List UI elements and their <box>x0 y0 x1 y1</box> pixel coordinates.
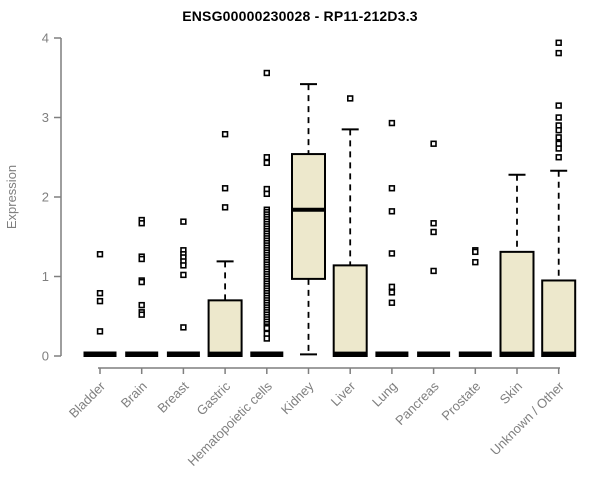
outlier-point <box>138 301 145 309</box>
outlier-point <box>555 49 562 57</box>
outlier-point <box>388 208 396 215</box>
collapsed-box <box>83 351 117 357</box>
outlier-point <box>263 154 270 161</box>
outlier-point <box>263 190 270 198</box>
outlier-point <box>221 185 229 192</box>
collapsed-box <box>375 351 409 357</box>
outlier-point <box>555 39 562 46</box>
y-tick-label-3: 3 <box>42 110 49 125</box>
y-tick-label-1: 1 <box>42 269 49 284</box>
outlier-point <box>555 102 562 109</box>
y-tick-label-2: 2 <box>42 190 49 205</box>
outlier-point <box>138 220 145 227</box>
outliers-layer <box>96 39 562 342</box>
outlier-point <box>388 283 396 291</box>
x-tick-label-liver: Liver <box>328 378 359 409</box>
boxes-layer <box>83 83 577 358</box>
outlier-point <box>555 154 562 161</box>
boxplot-lung <box>375 351 409 357</box>
chart-title: ENSG00000230028 - RP11-212D3.3 <box>182 8 418 24</box>
collapsed-box <box>250 351 284 357</box>
boxplot-hematopoietic-cells <box>250 351 284 357</box>
boxplot-skin <box>499 173 535 357</box>
collapsed-box <box>458 351 492 357</box>
collapsed-box <box>166 351 200 357</box>
boxplot-unknown-other <box>541 169 577 358</box>
x-tick-label-lung: Lung <box>369 379 400 410</box>
box <box>332 264 368 357</box>
outlier-point <box>388 119 396 127</box>
outlier-point <box>138 311 145 318</box>
outlier-point <box>555 134 562 141</box>
outlier-point <box>263 69 270 77</box>
x-tick-label-pancreas: Pancreas <box>392 378 442 428</box>
outlier-point <box>180 271 187 279</box>
x-tick-label-kidney: Kidney <box>278 378 317 417</box>
outlier-point <box>346 95 354 102</box>
outlier-point <box>388 185 396 192</box>
boxplot-breast <box>166 351 200 357</box>
outlier-point <box>388 289 396 296</box>
outlier-point <box>221 130 229 138</box>
y-axis-title: Expression <box>4 165 19 229</box>
outlier-point <box>180 262 187 269</box>
outlier-point <box>263 324 270 332</box>
outlier-point <box>263 159 270 167</box>
collapsed-box <box>417 351 451 357</box>
y-tick-label-4: 4 <box>42 31 49 46</box>
boxplot-brain <box>125 351 159 357</box>
box <box>541 279 577 358</box>
outlier-point <box>430 267 437 275</box>
x-tick-label-breast: Breast <box>154 378 191 415</box>
x-tick-label-brain: Brain <box>118 379 150 411</box>
outlier-point <box>430 220 437 227</box>
x-tick-label-skin: Skin <box>497 379 525 407</box>
x-tick-label-bladder: Bladder <box>66 378 109 421</box>
x-tick-label-unknown-other: Unknown / Other <box>487 378 567 458</box>
box <box>207 299 243 358</box>
boxplot-gastric <box>207 260 243 358</box>
outlier-point <box>472 258 479 266</box>
outlier-point <box>555 127 562 134</box>
outlier-point <box>388 299 396 306</box>
x-tick-label-gastric: Gastric <box>194 378 234 418</box>
outlier-point <box>430 140 437 147</box>
boxplot-kidney <box>291 83 326 356</box>
axes-layer: 0 1 2 3 4 <box>42 31 560 374</box>
outlier-point <box>96 251 104 258</box>
outlier-point <box>96 289 104 297</box>
outlier-point <box>555 114 562 121</box>
outlier-point <box>96 328 104 335</box>
outlier-point <box>180 218 187 225</box>
outlier-point <box>430 228 437 236</box>
outlier-point <box>472 248 479 256</box>
x-tick-label-prostate: Prostate <box>439 379 484 424</box>
boxplot-prostate <box>458 351 492 357</box>
outlier-point <box>138 255 145 263</box>
outlier-point <box>96 297 104 305</box>
outlier-point <box>138 278 145 286</box>
box <box>291 153 326 280</box>
outlier-point <box>221 204 229 211</box>
y-tick-label-0: 0 <box>42 349 49 364</box>
outlier-point <box>388 250 396 257</box>
box <box>499 250 535 357</box>
outlier-point <box>180 324 187 331</box>
boxplot-liver <box>332 128 368 357</box>
outlier-point <box>263 335 270 342</box>
boxplot-pancreas <box>417 351 451 357</box>
collapsed-box <box>125 351 159 357</box>
outlier-point <box>555 145 562 152</box>
boxplot-bladder <box>83 351 117 357</box>
